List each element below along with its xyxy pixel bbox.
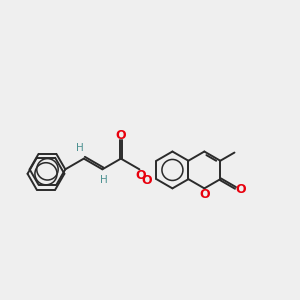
- Text: O: O: [141, 174, 152, 187]
- Text: H: H: [100, 175, 108, 185]
- Text: O: O: [136, 169, 146, 182]
- Text: O: O: [116, 129, 126, 142]
- Text: H: H: [76, 143, 84, 153]
- Text: O: O: [199, 188, 210, 201]
- Text: O: O: [236, 183, 246, 196]
